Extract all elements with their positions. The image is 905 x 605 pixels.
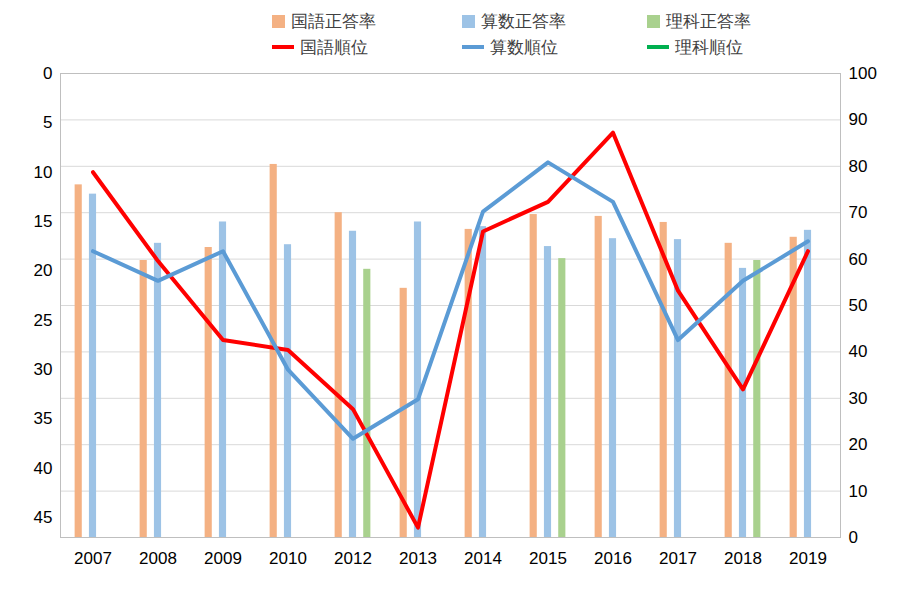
- svg-text:2014: 2014: [464, 549, 502, 568]
- svg-text:35: 35: [34, 409, 53, 428]
- html-text:国語正答率: 国語正答率: [291, 11, 376, 31]
- svg-text:70: 70: [849, 203, 868, 222]
- svg-text:10: 10: [849, 482, 868, 501]
- svg-text:2017: 2017: [659, 549, 697, 568]
- svg-text:2007: 2007: [74, 549, 112, 568]
- svg-text:40: 40: [34, 459, 53, 478]
- svg-text:25: 25: [34, 311, 53, 330]
- svg-text:15: 15: [34, 212, 53, 231]
- svg-text:80: 80: [849, 157, 868, 176]
- svg-text:10: 10: [34, 163, 53, 182]
- svg-text:40: 40: [849, 342, 868, 361]
- svg-text:2008: 2008: [139, 549, 177, 568]
- svg-text:2012: 2012: [334, 549, 372, 568]
- html-text:理科正答率: 理科正答率: [666, 11, 751, 31]
- svg-text:20: 20: [34, 261, 53, 280]
- html-text:国語順位: 国語順位: [300, 37, 368, 57]
- svg-text:2013: 2013: [399, 549, 437, 568]
- html-text:理科順位: 理科順位: [675, 37, 743, 57]
- svg-text:2019: 2019: [789, 549, 827, 568]
- svg-text:5: 5: [43, 113, 52, 132]
- html-text:算数正答率: 算数正答率: [481, 11, 566, 31]
- svg-text:0: 0: [849, 528, 858, 547]
- svg-text:30: 30: [849, 389, 868, 408]
- svg-text:20: 20: [849, 435, 868, 454]
- svg-text:90: 90: [849, 110, 868, 129]
- html-text:算数順位: 算数順位: [490, 37, 558, 57]
- svg-text:2010: 2010: [269, 549, 307, 568]
- svg-text:60: 60: [849, 250, 868, 269]
- svg-text:50: 50: [849, 296, 868, 315]
- svg-text:45: 45: [34, 508, 53, 527]
- svg-text:30: 30: [34, 360, 53, 379]
- svg-text:2009: 2009: [204, 549, 242, 568]
- svg-text:2018: 2018: [724, 549, 762, 568]
- svg-text:0: 0: [43, 65, 52, 83]
- svg-text:2015: 2015: [529, 549, 567, 568]
- svg-text:100: 100: [849, 65, 877, 83]
- svg-text:2016: 2016: [594, 549, 632, 568]
